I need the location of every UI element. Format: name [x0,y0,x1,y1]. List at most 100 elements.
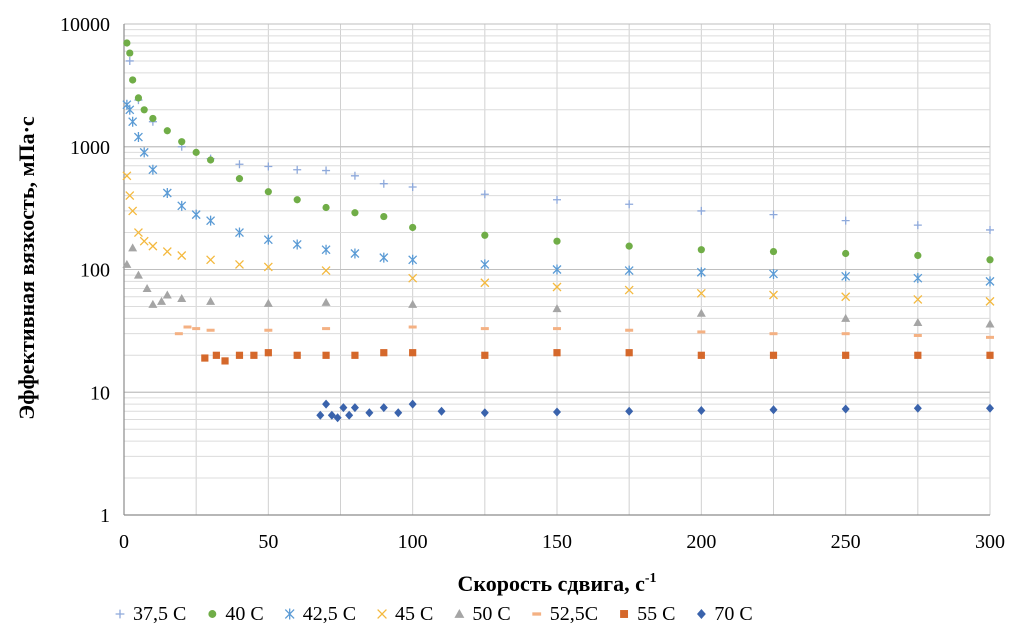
data-point [842,351,850,359]
data-point [177,251,187,260]
data-point [163,127,171,135]
legend-item: 55 С [620,603,675,625]
data-point [841,404,850,414]
data-point [292,239,302,250]
data-point [206,215,216,226]
x-tick-label: 50 [258,531,278,553]
data-point [553,407,561,417]
legend-label: 42,5 С [303,603,356,625]
data-point [985,319,995,328]
data-point [552,304,562,313]
data-point [841,216,850,225]
data-point [250,351,258,359]
data-point [480,278,490,288]
data-point [986,403,994,413]
data-point [208,610,217,618]
data-point [235,227,244,238]
data-point [913,403,922,413]
data-point [174,332,183,336]
x-tick-label: 200 [686,531,716,553]
data-point [408,254,418,265]
data-point [377,609,387,619]
series [125,56,994,234]
data-point [293,196,301,204]
data-point [986,225,994,234]
data-point [293,165,302,174]
data-point [437,406,446,416]
data-point [409,223,417,232]
data-point [985,276,995,287]
data-point [769,268,778,279]
data-point [139,147,149,158]
data-point [322,399,331,409]
data-point [769,210,778,219]
data-point [162,247,172,257]
data-point [183,325,192,329]
data-point [408,183,417,191]
legend-label: 37,5 C [133,603,186,625]
data-point [321,244,331,255]
data-point [914,351,922,359]
legend-label: 45 С [395,603,433,625]
data-point [139,236,149,246]
data-point [380,212,388,221]
data-point [841,271,851,282]
x-axis-title-superscript: -1 [645,571,657,586]
data-point [207,156,215,164]
data-point [125,104,135,115]
data-point [625,200,634,209]
data-point [235,351,244,359]
y-axis-title: Эффективная вязкость, мПа·с [14,116,39,420]
data-point [177,294,187,303]
data-point [841,292,851,302]
data-point [201,354,209,362]
data-point [212,351,220,359]
data-point [235,259,244,269]
data-point [696,308,706,317]
data-point [625,406,634,416]
data-point [769,405,778,415]
data-point [157,296,167,305]
data-point [129,76,137,84]
data-point [696,267,706,278]
legend-label: 52,5С [550,603,598,625]
data-point [553,237,561,245]
x-axis-title-main: Скорость сдвига, с [457,571,645,596]
data-point [380,349,388,357]
data-point [625,242,633,250]
data-point [322,351,330,359]
data-point [128,206,138,216]
data-point [321,266,331,276]
data-point [128,243,138,252]
data-point [350,403,359,413]
data-point [321,297,331,306]
legend-item: 70 С [697,603,753,625]
data-point [126,49,134,57]
x-tick-label: 250 [831,531,861,553]
series-layer [122,39,995,423]
data-point [125,191,135,201]
data-point [350,248,360,259]
data-point [192,327,201,331]
data-point [140,106,148,114]
data-point [192,148,200,156]
data-point [697,351,705,359]
data-point [351,351,359,359]
data-point [148,299,158,308]
data-point [263,262,273,272]
data-point [624,285,634,295]
data-point [365,408,374,418]
data-point [345,410,354,420]
data-point [697,246,705,254]
y-tick-label: 1 [100,505,110,527]
data-point [322,166,331,175]
data-point [327,410,336,420]
data-point [697,406,706,416]
legend: 37,5 C 40 С 42,5 С 45 С 50 С 52,5С 55 С 70 С [115,603,753,625]
y-tick-labels: 1 10 100 1000 10000 [60,14,110,527]
data-point [480,327,489,331]
series [174,325,994,339]
data-point [122,171,132,181]
x-tick-label: 100 [398,531,428,553]
